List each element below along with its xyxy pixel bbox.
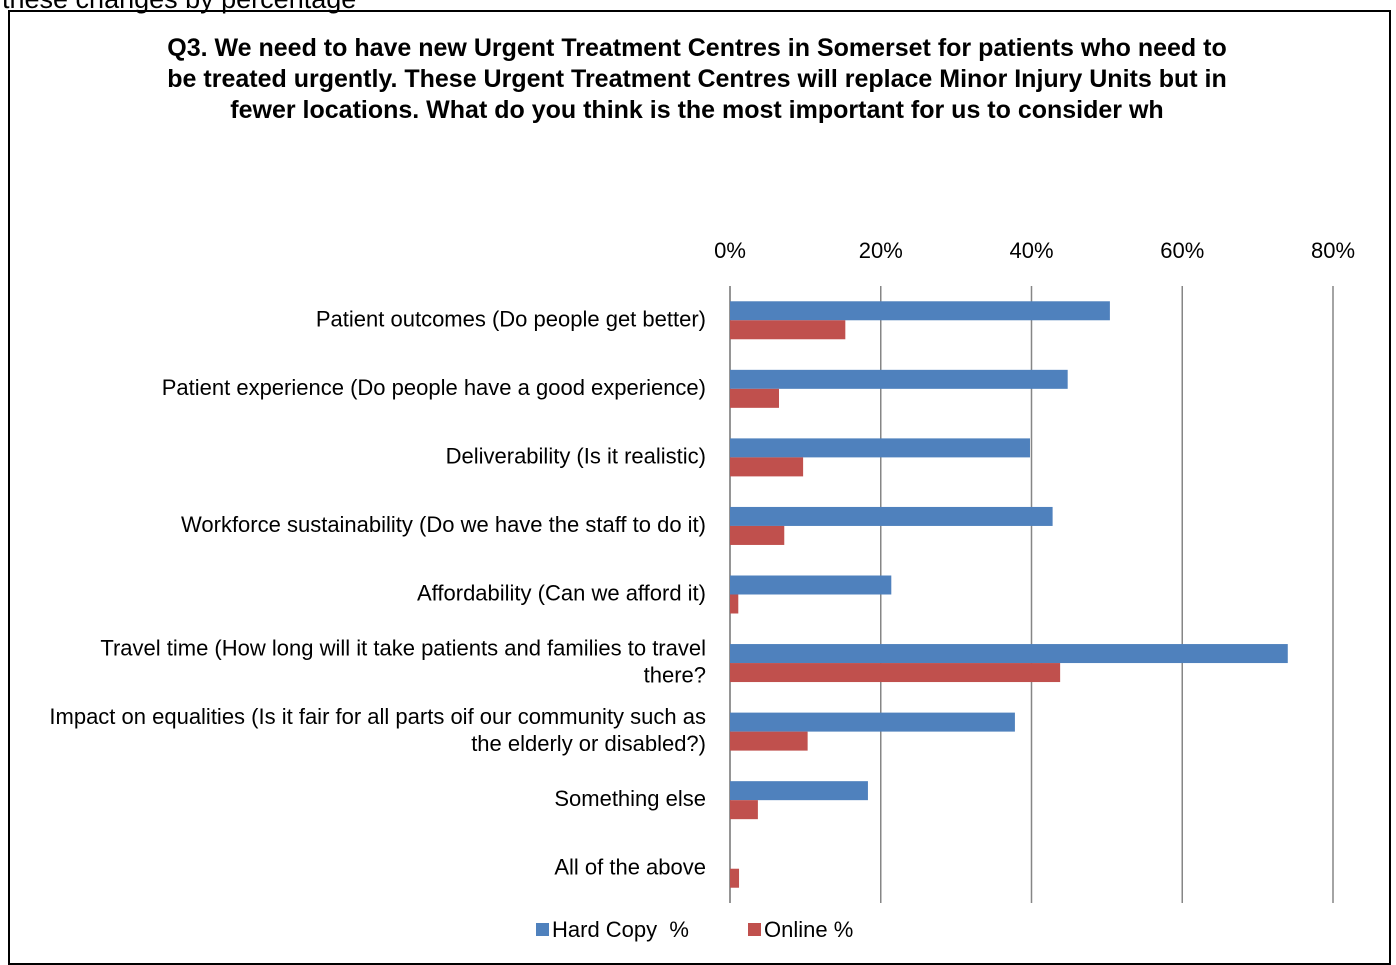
bar <box>730 644 1288 664</box>
bar <box>730 712 1015 732</box>
x-tick-label: 60% <box>1160 238 1204 263</box>
bar <box>730 320 846 340</box>
y-tick-label: All of the above <box>554 855 706 880</box>
bar <box>730 800 758 820</box>
y-tick-label: Workforce sustainability (Do we have the… <box>181 512 706 537</box>
bar <box>730 575 892 595</box>
legend-swatch <box>536 923 549 936</box>
y-tick-label: Travel time (How long will it take patie… <box>100 635 706 687</box>
legend-label: Hard Copy % <box>552 917 689 942</box>
x-tick-label: 0% <box>714 238 746 263</box>
x-tick-label: 20% <box>859 238 903 263</box>
bar <box>730 525 785 545</box>
bar <box>730 594 739 614</box>
y-tick-label: Affordability (Can we afford it) <box>417 580 706 605</box>
x-tick-label: 40% <box>1009 238 1053 263</box>
bar <box>730 301 1110 321</box>
bar <box>730 506 1053 526</box>
bar <box>730 868 740 888</box>
chart-title: Q3. We need to have new Urgent Treatment… <box>167 34 1227 124</box>
bar <box>730 438 1030 458</box>
bar <box>730 369 1068 389</box>
legend-label: Online % <box>764 917 853 942</box>
y-tick-label: Deliverability (Is it realistic) <box>446 443 706 468</box>
bar <box>730 457 804 477</box>
legend-swatch <box>748 923 761 936</box>
bar <box>730 663 1061 683</box>
y-tick-label: Something else <box>554 786 706 811</box>
y-tick-label: Impact on equalities (Is it fair for all… <box>49 704 706 756</box>
bar <box>730 781 868 801</box>
x-tick-label: 80% <box>1311 238 1355 263</box>
y-tick-label: Patient experience (Do people have a goo… <box>162 375 706 400</box>
bar <box>730 388 779 408</box>
bar <box>730 731 808 751</box>
y-tick-label: Patient outcomes (Do people get better) <box>316 306 706 331</box>
